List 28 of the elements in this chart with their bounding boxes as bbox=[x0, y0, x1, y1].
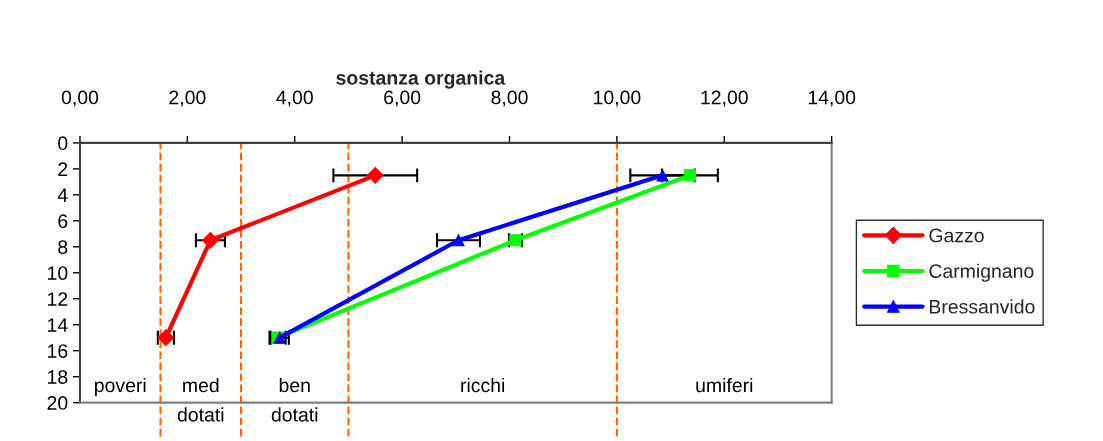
legend-label: Carmignano bbox=[929, 263, 1034, 282]
x-tick-label: 8,00 bbox=[491, 90, 528, 107]
y-tick-label: 10 bbox=[48, 266, 68, 280]
x-tick-label: 6,00 bbox=[384, 90, 421, 107]
x-tick-label: 10,00 bbox=[594, 90, 641, 107]
y-tick-label: 12 bbox=[48, 292, 68, 306]
y-tick-label: 0 bbox=[58, 136, 68, 151]
legend-label: Bressanvido bbox=[929, 299, 1035, 314]
annotation: umiferi bbox=[696, 377, 753, 393]
y-tick-label: 2 bbox=[58, 162, 68, 176]
annotation: med dotati bbox=[177, 377, 224, 422]
x-tick-label: 2,00 bbox=[169, 90, 206, 107]
x-tick-label: 14,00 bbox=[808, 90, 856, 107]
y-tick-label: 8 bbox=[58, 240, 68, 255]
annotation: ricchi bbox=[461, 377, 505, 393]
y-tick-label: 18 bbox=[48, 370, 68, 384]
y-tick-label: 6 bbox=[58, 214, 68, 229]
y-tick-label: 14 bbox=[48, 318, 68, 332]
x-tick-label: 4,00 bbox=[276, 90, 313, 107]
chart-title: sostanza organica bbox=[336, 70, 506, 89]
y-tick-label: 4 bbox=[57, 188, 68, 202]
y-tick-label: 20 bbox=[47, 396, 68, 410]
x-tick-label: 0,00 bbox=[61, 90, 99, 107]
y-tick-label: 16 bbox=[48, 344, 68, 358]
legend-label: Gazzo bbox=[929, 228, 984, 243]
x-tick-label: 12,00 bbox=[701, 90, 748, 107]
annotation: poveri bbox=[95, 377, 146, 397]
annotation: ben dotati bbox=[271, 377, 318, 422]
